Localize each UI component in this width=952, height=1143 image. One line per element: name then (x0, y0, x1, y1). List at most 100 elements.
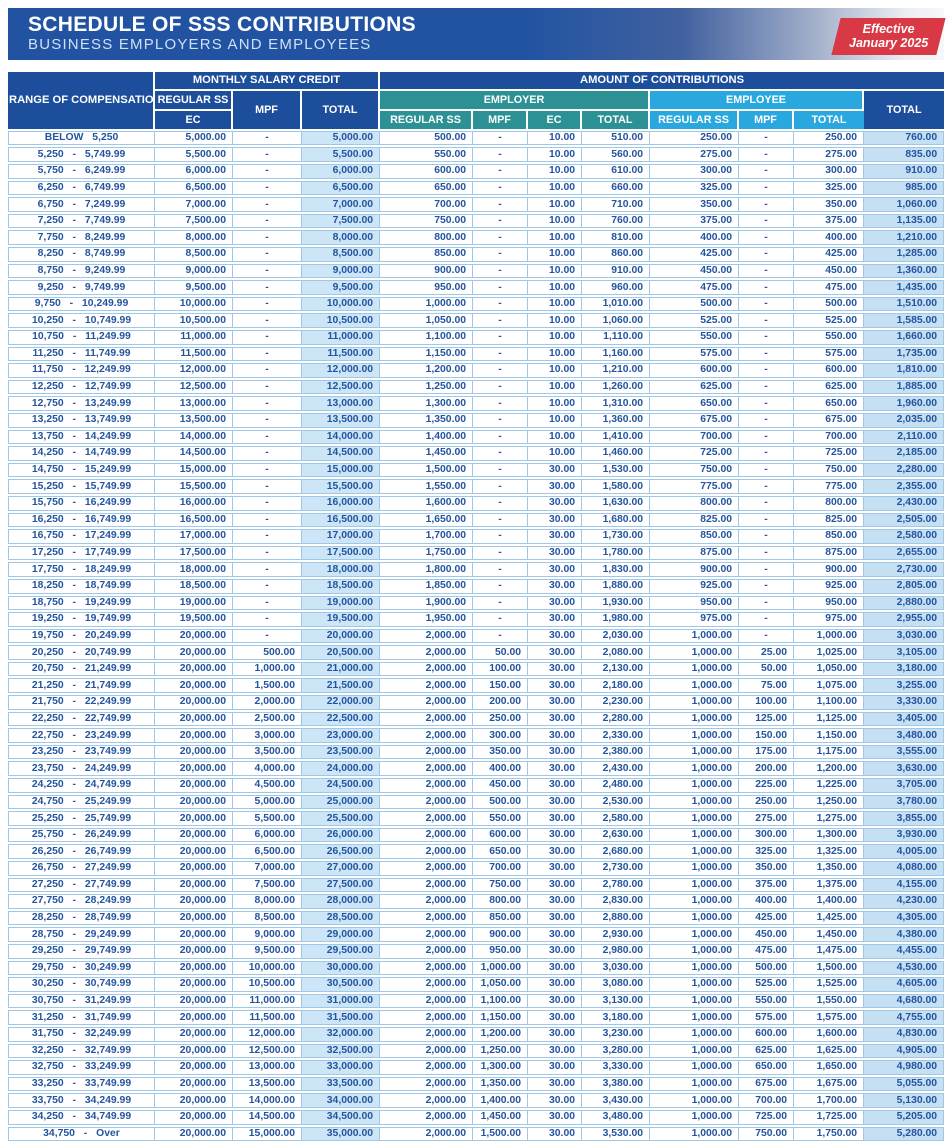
employer-ec-cell: 10.00 (528, 429, 583, 445)
range-cell: 12,750 - 13,249.99 (8, 396, 155, 411)
employer-mpf-cell: - (473, 280, 529, 295)
employer-regular-ss-cell: 1,200.00 (380, 363, 474, 378)
msc-mpf-cell: - (233, 164, 302, 179)
grand-total-cell: 5,130.00 (864, 1093, 945, 1108)
table-row: 28,250 - 28,749.99 20,000.00 8,500.00 28,50… (8, 910, 945, 926)
table-row: 31,750 - 32,249.99 20,000.00 12,000.00 32,0… (8, 1026, 945, 1042)
employer-regular-ss-cell: 2,000.00 (380, 695, 474, 710)
employee-regular-ss-cell: 1,000.00 (650, 744, 740, 760)
grand-total-cell: 1,810.00 (864, 363, 945, 378)
msc-mpf-cell: - (233, 396, 302, 411)
employer-regular-ss-cell: 2,000.00 (380, 827, 474, 843)
employee-mpf-cell: - (739, 462, 795, 478)
table-row: 32,250 - 32,749.99 20,000.00 12,500.00 32,5… (8, 1043, 945, 1059)
msc-regular-ss-ec-cell: 8,000.00 (155, 230, 233, 246)
table-row: 20,750 - 21,249.99 20,000.00 1,000.00 21,00… (8, 661, 945, 677)
employee-total-cell: 400.00 (794, 230, 865, 246)
msc-regular-ss-ec-cell: 20,000.00 (155, 1060, 233, 1075)
employee-total-cell: 800.00 (794, 495, 865, 511)
employer-regular-ss-cell: 2,000.00 (380, 628, 474, 644)
employee-mpf-cell: - (739, 147, 795, 163)
employee-total-cell: 325.00 (794, 180, 865, 196)
grand-total-cell: 3,255.00 (864, 678, 945, 694)
employer-ec-cell: 30.00 (528, 612, 583, 627)
msc-regular-ss-ec-cell: 20,000.00 (155, 894, 233, 909)
employee-mpf-cell: - (739, 363, 795, 378)
grand-total-cell: 2,185.00 (864, 446, 945, 461)
table-row: 14,750 - 15,249.99 15,000.00-15,000.00 1,5… (8, 462, 945, 478)
employer-total-cell: 3,230.00 (582, 1026, 651, 1042)
employee-regular-ss-cell: 1,000.00 (650, 1093, 740, 1108)
employer-total-cell: 2,630.00 (582, 827, 651, 843)
range-cell: 11,250 - 11,749.99 (8, 346, 155, 362)
employer-regular-ss-cell: 800.00 (380, 230, 474, 246)
employee-mpf-cell: 200.00 (739, 761, 795, 777)
msc-total-cell: 6,000.00 (302, 164, 381, 179)
employer-mpf-cell: - (473, 412, 529, 428)
table-row: 23,750 - 24,249.99 20,000.00 4,000.00 24,00… (8, 761, 945, 777)
employee-total-cell: 1,625.00 (794, 1043, 865, 1059)
employer-regular-ss-cell: 1,150.00 (380, 346, 474, 362)
table-row: 10,750 - 11,249.99 11,000.00-11,000.00 1,1… (8, 330, 945, 345)
msc-total-cell: 24,500.00 (302, 778, 381, 793)
employer-regular-ss-cell: 2,000.00 (380, 1093, 474, 1108)
range-cell: 8,750 - 9,249.99 (8, 263, 155, 279)
msc-regular-ss-ec-cell: 5,000.00 (155, 130, 233, 146)
employer-mpf-cell: 550.00 (473, 811, 529, 826)
range-cell: 5,250 - 5,749.99 (8, 147, 155, 163)
employee-mpf-cell: - (739, 379, 795, 395)
employer-regular-ss-cell: 2,000.00 (380, 778, 474, 793)
effective-date-text: Effective January 2025 (849, 22, 928, 51)
employer-mpf-cell: - (473, 164, 529, 179)
employer-regular-ss-cell: 2,000.00 (380, 811, 474, 826)
msc-total-cell: 22,000.00 (302, 695, 381, 710)
msc-total-cell: 17,500.00 (302, 545, 381, 561)
effective-date-badge: Effective January 2025 (831, 18, 946, 55)
msc-regular-ss-ec-cell: 19,500.00 (155, 612, 233, 627)
msc-regular-ss-ec-cell: 13,500.00 (155, 412, 233, 428)
employee-mpf-cell: 325.00 (739, 844, 795, 859)
employer-total-cell: 1,260.00 (582, 379, 651, 395)
employee-mpf-cell: - (739, 263, 795, 279)
employee-total-cell: 1,525.00 (794, 977, 865, 992)
msc-total-cell: 23,000.00 (302, 728, 381, 743)
msc-mpf-cell: 2,500.00 (233, 711, 302, 727)
msc-total-cell: 9,500.00 (302, 280, 381, 295)
msc-total-cell: 16,500.00 (302, 512, 381, 528)
employee-mpf-cell: - (739, 230, 795, 246)
employer-ec-cell: 30.00 (528, 794, 583, 810)
msc-total-cell: 26,500.00 (302, 844, 381, 859)
employer-mpf-cell: - (473, 213, 529, 229)
table-row: 11,750 - 12,249.99 12,000.00-12,000.00 1,2… (8, 363, 945, 378)
grand-total-cell: 4,005.00 (864, 844, 945, 859)
msc-total-cell: 19,500.00 (302, 612, 381, 627)
table-row: 10,250 - 10,749.99 10,500.00-10,500.00 1,0… (8, 313, 945, 328)
msc-mpf-cell: 14,500.00 (233, 1109, 302, 1125)
msc-regular-ss-ec-cell: 10,500.00 (155, 313, 233, 328)
employer-ec-cell: 10.00 (528, 446, 583, 461)
employee-total-cell: 750.00 (794, 462, 865, 478)
range-cell: 5,750 - 6,249.99 (8, 164, 155, 179)
msc-total-cell: 18,000.00 (302, 562, 381, 577)
grand-total-cell: 2,355.00 (864, 479, 945, 494)
employee-total-cell: 500.00 (794, 296, 865, 312)
header-monthly-salary-credit: MONTHLY SALARY CREDIT (155, 72, 381, 89)
employer-regular-ss-cell: 1,650.00 (380, 512, 474, 528)
employer-total-cell: 2,580.00 (582, 811, 651, 826)
employer-regular-ss-cell: 2,000.00 (380, 711, 474, 727)
msc-total-cell: 10,000.00 (302, 296, 381, 312)
employee-total-cell: 1,350.00 (794, 861, 865, 876)
employer-regular-ss-cell: 2,000.00 (380, 1043, 474, 1059)
msc-regular-ss-ec-cell: 18,000.00 (155, 562, 233, 577)
msc-total-cell: 11,000.00 (302, 330, 381, 345)
msc-mpf-cell: - (233, 247, 302, 262)
employer-ec-cell: 10.00 (528, 130, 583, 146)
msc-regular-ss-ec-cell: 12,000.00 (155, 363, 233, 378)
msc-regular-ss-ec-cell: 20,000.00 (155, 811, 233, 826)
msc-total-cell: 11,500.00 (302, 346, 381, 362)
employer-total-cell: 1,530.00 (582, 462, 651, 478)
msc-total-cell: 14,000.00 (302, 429, 381, 445)
employer-ec-cell: 30.00 (528, 943, 583, 959)
header-grand-total: TOTAL (864, 90, 945, 129)
employer-total-cell: 1,460.00 (582, 446, 651, 461)
